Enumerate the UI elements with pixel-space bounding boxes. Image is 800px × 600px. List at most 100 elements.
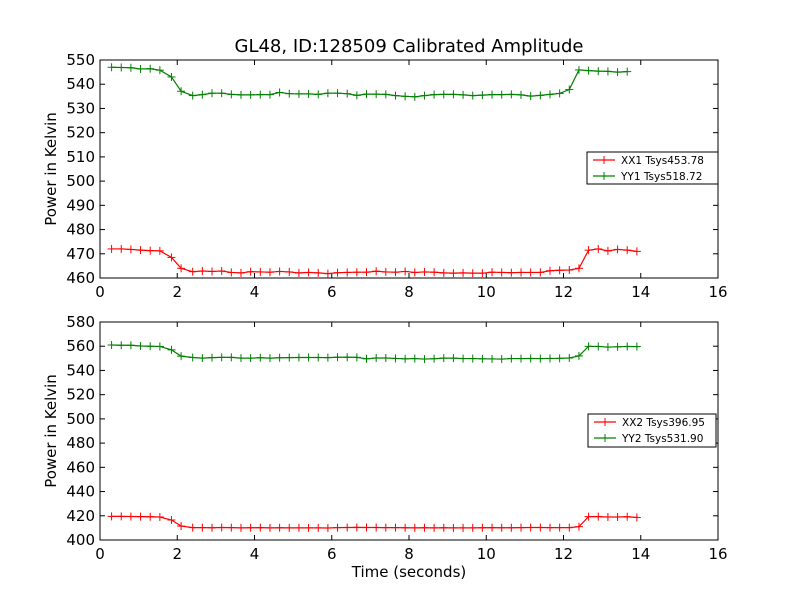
x-tick-label: 8 (404, 283, 414, 301)
data-point (507, 268, 516, 277)
y-tick-label: 400 (66, 531, 95, 549)
data-point (155, 342, 164, 351)
data-point (478, 523, 487, 532)
data-point (536, 268, 545, 277)
data-point (594, 342, 603, 351)
legend-label: YY1 Tsys518.72 (620, 171, 702, 183)
data-point (323, 269, 332, 278)
data-point (449, 90, 458, 99)
x-tick-label: 4 (250, 545, 260, 563)
x-tick-label: 10 (477, 283, 496, 301)
data-point (430, 268, 439, 277)
y-tick-label: 560 (66, 337, 95, 355)
data-point (468, 269, 477, 278)
data-point (275, 88, 284, 97)
data-point (275, 353, 284, 362)
data-point (545, 90, 554, 99)
y-tick-label: 540 (66, 361, 95, 379)
data-point (217, 266, 226, 275)
data-point (314, 90, 323, 99)
data-point (167, 345, 176, 354)
data-point (439, 354, 448, 363)
data-point (198, 90, 207, 99)
y-tick-label: 580 (66, 313, 95, 331)
data-point (198, 523, 207, 532)
data-point (555, 266, 564, 275)
data-point (555, 523, 564, 532)
y-tick-label: 490 (66, 196, 95, 214)
y-tick-label: 500 (66, 410, 95, 428)
data-point (107, 341, 116, 350)
data-point (117, 63, 126, 72)
data-point (381, 353, 390, 362)
data-point (352, 353, 361, 362)
data-point (459, 90, 468, 99)
y-tick-label: 550 (66, 51, 95, 69)
data-point (256, 90, 265, 99)
data-point (594, 67, 603, 76)
y-tick-label: 530 (66, 99, 95, 117)
data-point (294, 268, 303, 277)
data-point (136, 512, 145, 521)
data-point (208, 89, 217, 98)
data-point (632, 247, 641, 256)
data-point (323, 353, 332, 362)
data-point (265, 523, 274, 532)
data-point (545, 523, 554, 532)
y-tick-label: 510 (66, 148, 95, 166)
data-point (323, 524, 332, 533)
data-point (420, 267, 429, 276)
x-tick-label: 4 (250, 283, 260, 301)
data-point (362, 523, 371, 532)
data-point (333, 353, 342, 362)
data-point (488, 90, 497, 99)
data-point (449, 354, 458, 363)
data-point (574, 351, 583, 360)
data-point (343, 89, 352, 98)
data-point (391, 268, 400, 277)
data-point (439, 90, 448, 99)
data-point (584, 66, 593, 75)
data-point (449, 523, 458, 532)
x-tick-label: 0 (95, 283, 105, 301)
data-point (177, 522, 186, 531)
data-point (459, 354, 468, 363)
data-point (362, 268, 371, 277)
data-point (594, 244, 603, 253)
data-point (352, 268, 361, 277)
data-point (217, 89, 226, 98)
data-point (333, 268, 342, 277)
data-point (352, 523, 361, 532)
legend-item: YY2 Tsys531.90 (594, 433, 703, 445)
x-tick-label: 12 (554, 283, 573, 301)
data-point (565, 85, 574, 94)
data-point (314, 523, 323, 532)
y-tick-label: 460 (66, 269, 95, 287)
data-point (468, 523, 477, 532)
data-point (362, 354, 371, 363)
data-point (362, 90, 371, 99)
data-point (526, 523, 535, 532)
x-tick-label: 8 (404, 545, 414, 563)
data-point (545, 354, 554, 363)
data-point (613, 245, 622, 254)
data-point (497, 355, 506, 364)
data-point (126, 512, 135, 521)
data-point (478, 91, 487, 100)
data-point (439, 523, 448, 532)
y-tick-label: 480 (66, 434, 95, 452)
data-point (126, 63, 135, 72)
data-point (256, 267, 265, 276)
legend: XX1 Tsys453.78 YY1 Tsys518.72 (586, 151, 719, 185)
legend-box (587, 413, 717, 448)
x-tick-label: 10 (477, 545, 496, 563)
data-point (603, 512, 612, 521)
data-point (304, 523, 313, 532)
data-point (167, 516, 176, 525)
data-point (459, 268, 468, 277)
x-axis-label: Time (seconds) (351, 563, 467, 581)
legend-label: YY2 Tsys531.90 (621, 433, 703, 445)
data-point (623, 342, 632, 351)
y-tick-label: 480 (66, 221, 95, 239)
data-point (545, 266, 554, 275)
